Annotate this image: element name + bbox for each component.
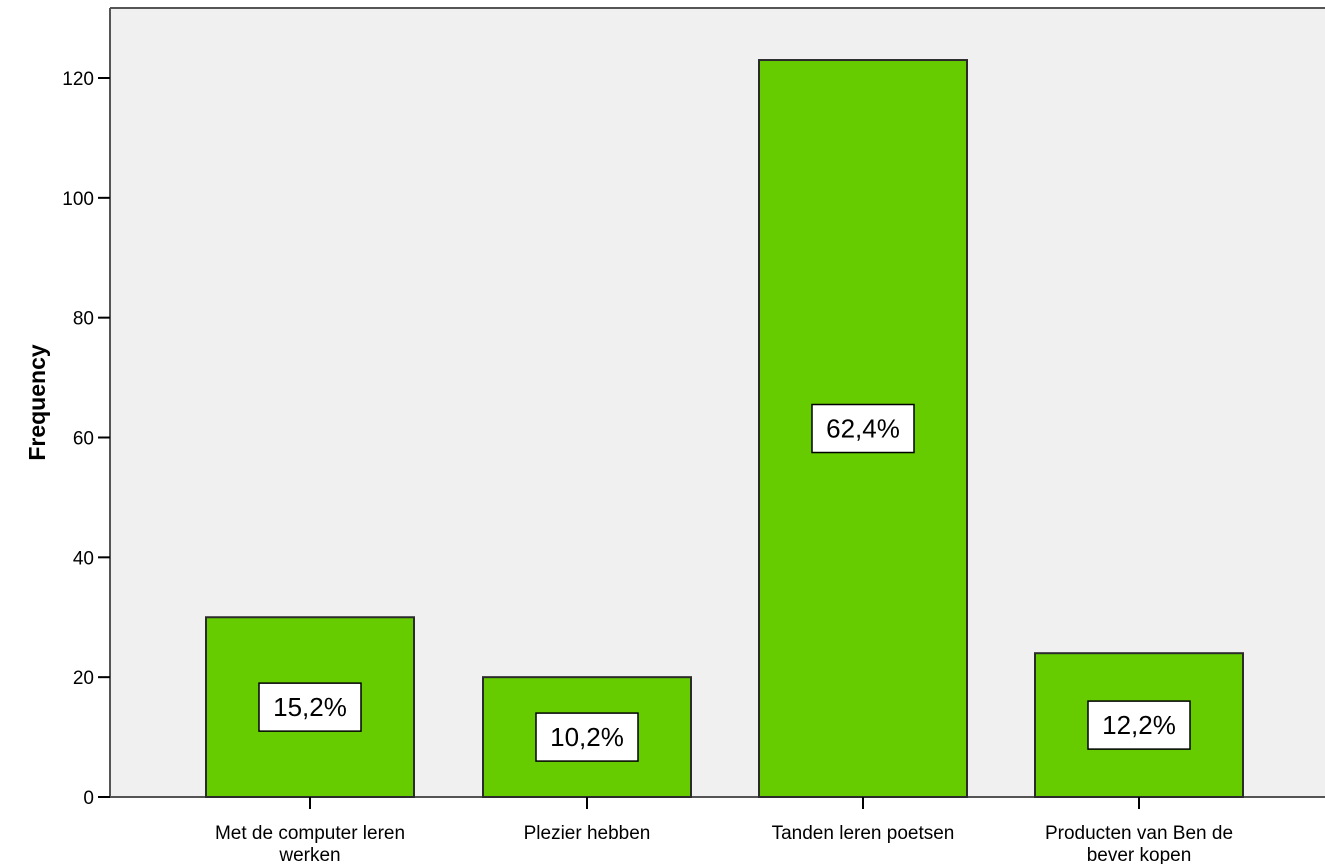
x-tick-label: werken — [278, 845, 340, 864]
y-axis-ticks: 0 20 40 60 80 100 120 — [62, 69, 110, 809]
y-tick-label: 20 — [73, 668, 94, 689]
data-label-box — [811, 403, 915, 454]
y-tick-label: 0 — [83, 788, 94, 809]
y-tick-label: 40 — [73, 548, 94, 569]
x-tick-label: bever kopen — [1087, 845, 1192, 864]
y-tick-label: 80 — [73, 309, 94, 330]
data-label: 10,2% — [550, 722, 624, 752]
data-label-box — [535, 712, 639, 762]
data-label-box — [1087, 700, 1191, 750]
data-label: 12,2% — [1102, 710, 1176, 740]
data-label-box — [258, 682, 362, 732]
x-tick-label: Producten van Ben de — [1045, 823, 1233, 844]
bars-group: 15,2% 10,2% 62,4% 12,2% — [205, 59, 1244, 799]
data-label: 62,4% — [826, 414, 900, 444]
y-tick-label: 120 — [62, 69, 94, 90]
x-tick-label: Met de computer leren — [215, 823, 405, 844]
y-tick-label: 100 — [62, 189, 94, 210]
x-tick-label: Plezier hebben — [524, 823, 651, 844]
data-label: 15,2% — [273, 692, 347, 722]
y-axis-label: Frequency — [24, 344, 50, 461]
x-tick-label: Tanden leren poetsen — [772, 823, 955, 844]
y-tick-label: 60 — [73, 429, 94, 450]
